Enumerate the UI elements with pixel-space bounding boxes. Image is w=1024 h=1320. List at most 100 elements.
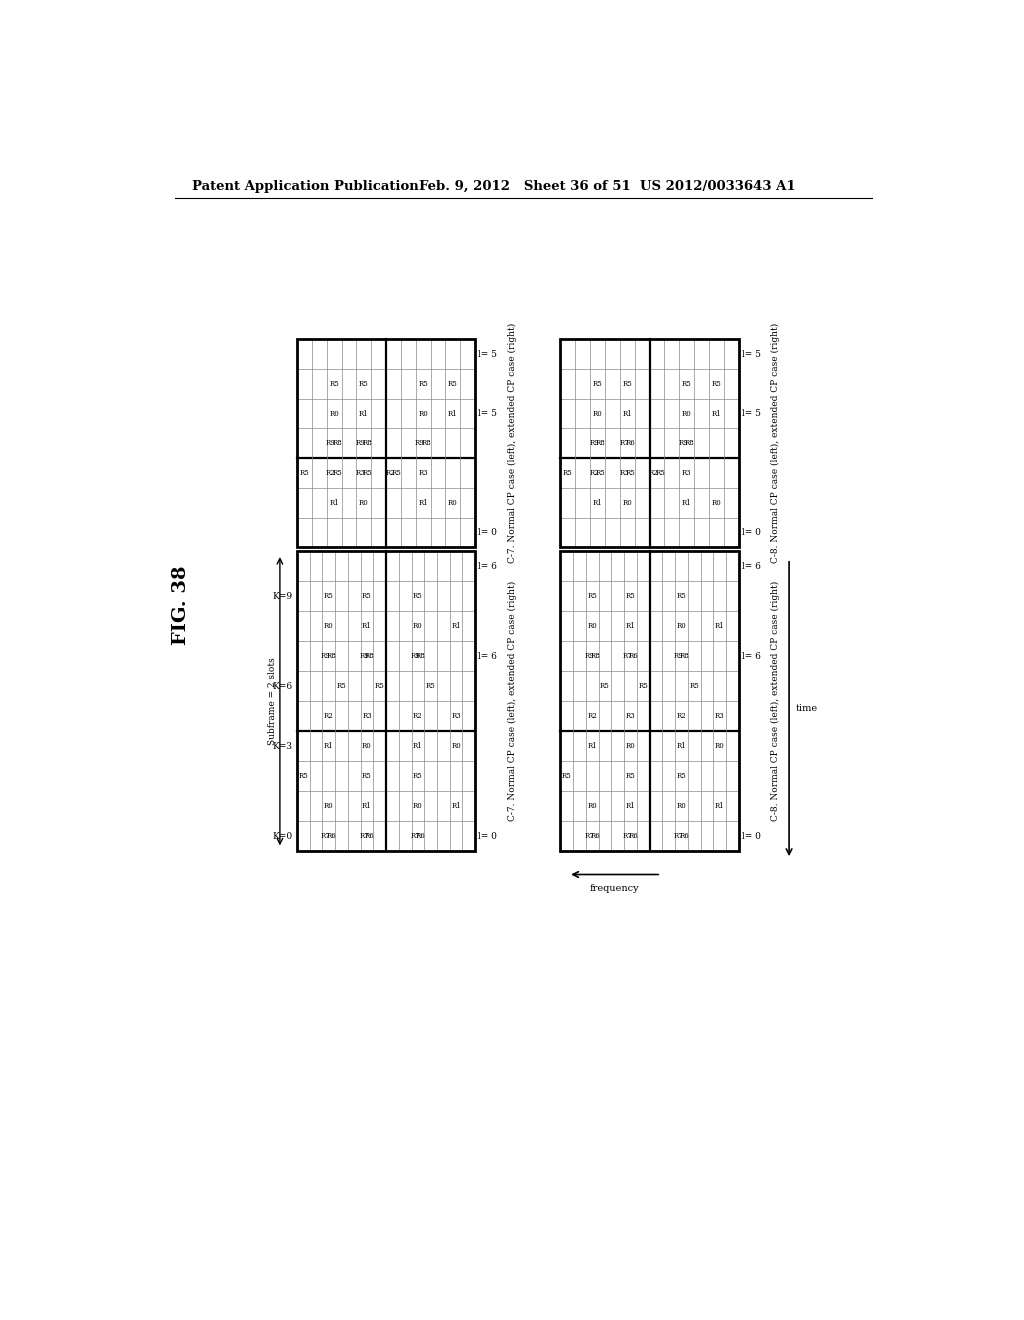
Text: R1: R1 <box>324 742 334 750</box>
Bar <box>560 552 738 851</box>
Text: K=9: K=9 <box>272 591 292 601</box>
Text: l= 0: l= 0 <box>741 832 761 841</box>
Text: R6: R6 <box>626 440 636 447</box>
Text: R0: R0 <box>324 622 334 630</box>
Text: R5: R5 <box>600 682 610 690</box>
Text: R3: R3 <box>682 469 691 477</box>
Text: l= 0: l= 0 <box>741 528 761 537</box>
Text: R0: R0 <box>626 742 635 750</box>
Text: R0: R0 <box>682 409 691 417</box>
Text: R5: R5 <box>638 682 648 690</box>
Text: R0: R0 <box>419 409 428 417</box>
Text: R0: R0 <box>677 803 686 810</box>
Text: R3: R3 <box>715 713 724 721</box>
Text: R1: R1 <box>626 803 635 810</box>
Text: R1: R1 <box>715 622 724 630</box>
Text: R0: R0 <box>677 622 686 630</box>
Text: R1: R1 <box>593 499 602 507</box>
Text: R8: R8 <box>596 440 606 447</box>
Text: R1: R1 <box>419 499 428 507</box>
Text: R0: R0 <box>413 622 423 630</box>
Text: R0: R0 <box>588 803 597 810</box>
Text: l= 0: l= 0 <box>478 528 498 537</box>
Text: R2: R2 <box>413 713 423 721</box>
Text: R1: R1 <box>359 409 369 417</box>
Text: R6: R6 <box>629 652 638 660</box>
Text: l= 5: l= 5 <box>741 409 761 418</box>
Text: R1: R1 <box>715 803 724 810</box>
Text: FIG. 38: FIG. 38 <box>172 565 189 644</box>
Text: R1: R1 <box>682 499 691 507</box>
Text: R1: R1 <box>677 742 686 750</box>
Text: R2: R2 <box>385 469 395 477</box>
Text: R0: R0 <box>359 499 369 507</box>
Text: K=3: K=3 <box>272 742 292 751</box>
Text: Patent Application Publication: Patent Application Publication <box>191 180 418 193</box>
Bar <box>297 552 475 851</box>
Text: R8: R8 <box>365 652 375 660</box>
Text: R9: R9 <box>411 652 420 660</box>
Text: R3: R3 <box>355 469 366 477</box>
Text: R3: R3 <box>452 713 461 721</box>
Text: K=0: K=0 <box>272 832 292 841</box>
Text: R7: R7 <box>359 833 369 841</box>
Text: R5: R5 <box>375 682 385 690</box>
Text: R6: R6 <box>327 833 337 841</box>
Text: R5: R5 <box>392 469 401 477</box>
Text: Subframe = 2 slots: Subframe = 2 slots <box>268 657 276 744</box>
Text: l= 6: l= 6 <box>741 652 761 661</box>
Text: R9: R9 <box>590 440 599 447</box>
Text: R0: R0 <box>452 742 461 750</box>
Text: l= 6: l= 6 <box>478 652 498 661</box>
Text: R2: R2 <box>324 713 334 721</box>
Text: R5: R5 <box>596 469 606 477</box>
Text: R5: R5 <box>333 469 342 477</box>
Text: l= 5: l= 5 <box>478 409 498 418</box>
Text: R5: R5 <box>426 682 435 690</box>
Text: R5: R5 <box>626 469 636 477</box>
Text: R8: R8 <box>333 440 342 447</box>
Text: R5: R5 <box>359 380 369 388</box>
Text: R6: R6 <box>365 833 375 841</box>
Text: R5: R5 <box>593 380 602 388</box>
Text: Feb. 9, 2012   Sheet 36 of 51: Feb. 9, 2012 Sheet 36 of 51 <box>419 180 631 193</box>
Text: R2: R2 <box>590 469 599 477</box>
Text: R9: R9 <box>415 440 425 447</box>
Text: R7: R7 <box>674 833 683 841</box>
Text: R5: R5 <box>449 380 458 388</box>
Text: R5: R5 <box>563 469 572 477</box>
Text: R5: R5 <box>362 772 372 780</box>
Text: l= 5: l= 5 <box>741 350 761 359</box>
Text: R9: R9 <box>585 652 594 660</box>
Text: R0: R0 <box>329 409 339 417</box>
Text: R2: R2 <box>588 713 597 721</box>
Text: R6: R6 <box>590 833 600 841</box>
Text: R2: R2 <box>326 469 336 477</box>
Text: R0: R0 <box>362 742 372 750</box>
Text: R5: R5 <box>337 682 346 690</box>
Text: R1: R1 <box>449 409 458 417</box>
Text: R3: R3 <box>419 469 428 477</box>
Text: R0: R0 <box>413 803 423 810</box>
Text: R8: R8 <box>327 652 337 660</box>
Text: R5: R5 <box>712 380 721 388</box>
Text: R5: R5 <box>626 593 635 601</box>
Text: R7: R7 <box>411 833 420 841</box>
Text: R5: R5 <box>324 593 334 601</box>
Text: R7: R7 <box>322 833 331 841</box>
Text: l= 5: l= 5 <box>478 350 498 359</box>
Text: R9: R9 <box>674 652 683 660</box>
Text: R8: R8 <box>416 652 426 660</box>
Text: R0: R0 <box>623 499 632 507</box>
Bar <box>297 339 475 548</box>
Text: R9: R9 <box>355 440 366 447</box>
Text: R1: R1 <box>362 803 372 810</box>
Text: R8: R8 <box>685 440 695 447</box>
Text: R7: R7 <box>620 440 629 447</box>
Text: R5: R5 <box>362 469 372 477</box>
Text: R5: R5 <box>299 469 309 477</box>
Text: R3: R3 <box>626 713 635 721</box>
Text: R6: R6 <box>416 833 426 841</box>
Text: R8: R8 <box>679 652 689 660</box>
Text: C-7. Normal CP case (left), extended CP case (right): C-7. Normal CP case (left), extended CP … <box>508 323 517 564</box>
